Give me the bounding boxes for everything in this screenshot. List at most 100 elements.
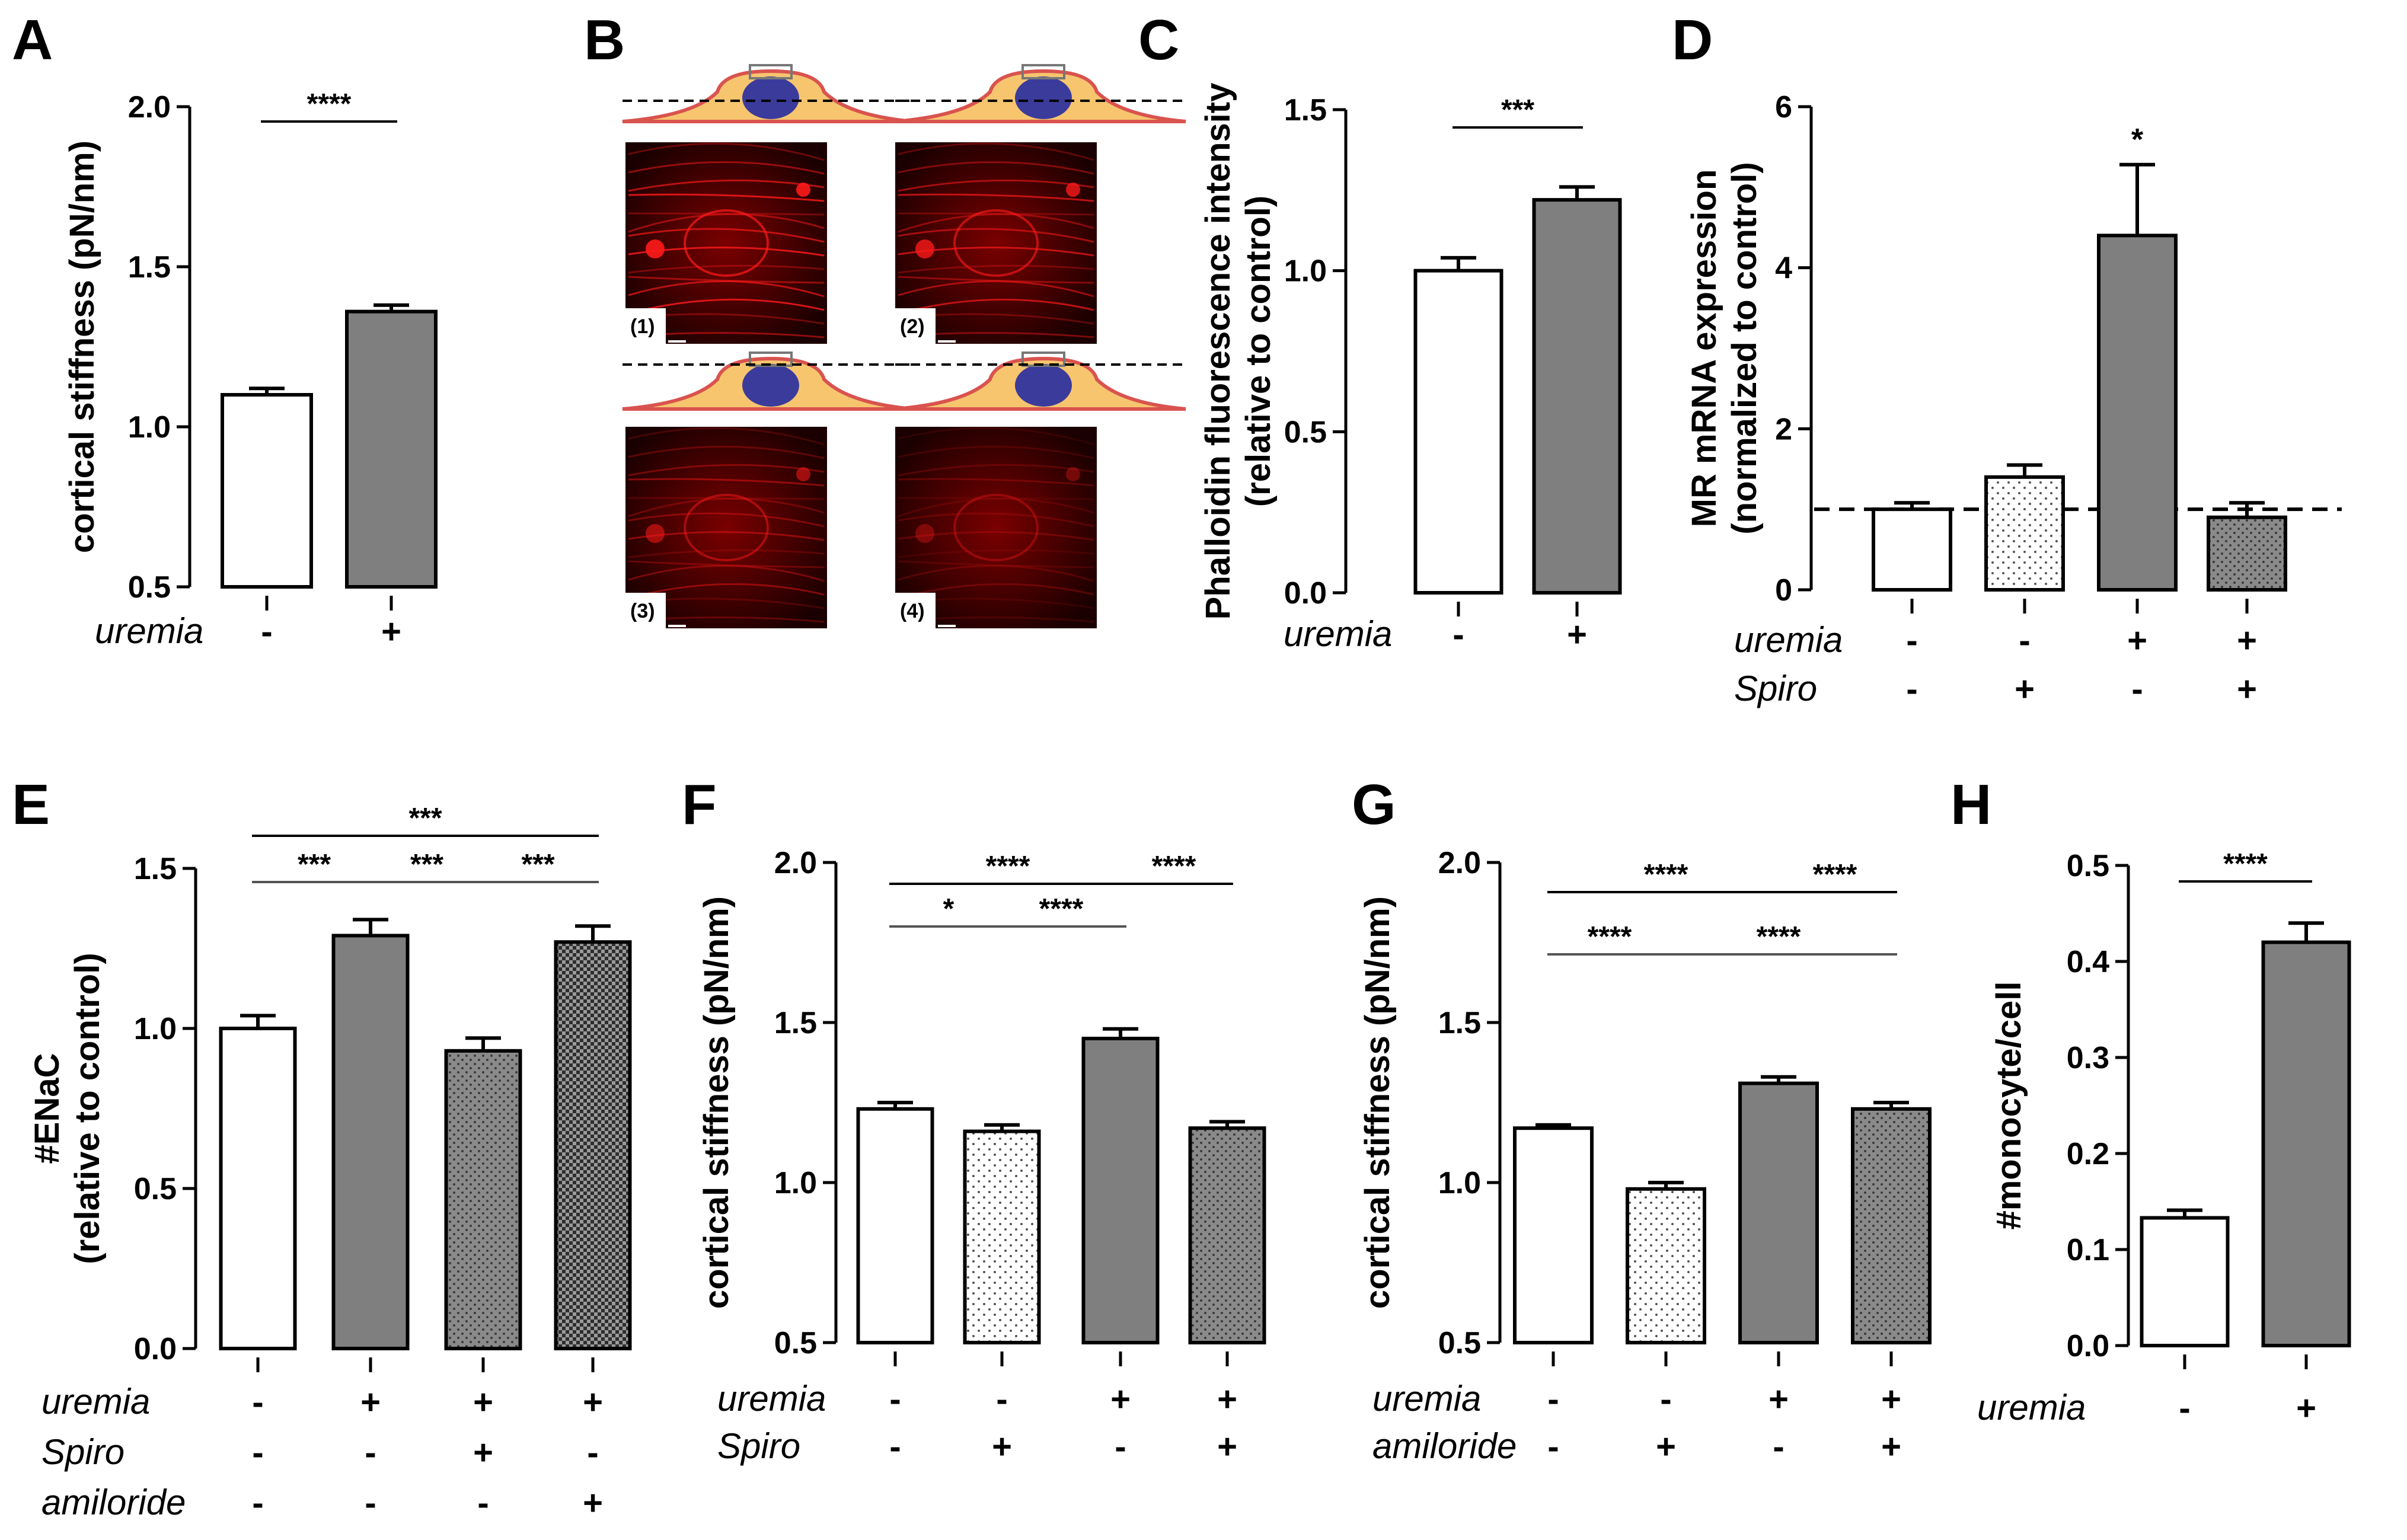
bar: [1872, 501, 1952, 592]
significance-label: ****: [1813, 859, 1857, 890]
y-tick-label: 0.5: [1438, 1326, 1481, 1360]
image-label: (2): [900, 315, 925, 338]
panel-letter: A: [12, 8, 53, 72]
actin-fiber: [628, 280, 825, 298]
y-tick-label: 1.5: [134, 852, 177, 886]
bar: [219, 1014, 297, 1350]
significance-bracket: *: [889, 893, 1008, 928]
condition-mark: -: [1452, 615, 1464, 654]
y-tick-label: 1.0: [134, 1012, 177, 1046]
bar: [2261, 921, 2351, 1347]
nucleus: [742, 364, 799, 407]
y-tick-label: 0.4: [2067, 945, 2109, 979]
bar-rect: [1532, 198, 1622, 595]
bar-rect: [2097, 234, 2178, 592]
significance-label: ****: [986, 851, 1030, 882]
y-axis-label: cortical stiffness (pN/nm): [63, 140, 101, 553]
bar: [444, 1036, 522, 1351]
y-tick-label: 0.5: [1284, 415, 1327, 449]
micrograph: (1): [625, 142, 827, 344]
actin-fiber: [628, 512, 825, 528]
panel-letter: H: [1950, 773, 1991, 836]
condition-mark: -: [365, 1484, 376, 1522]
image-label: (4): [900, 600, 925, 622]
actin-fiber: [628, 497, 825, 500]
bar: [856, 1101, 934, 1345]
actin-fiber: [628, 497, 825, 517]
condition-mark: +: [473, 1383, 493, 1421]
panel-letter: C: [1138, 8, 1179, 72]
actin-fiber: [628, 142, 825, 161]
y-tick-label: 2.0: [128, 90, 171, 124]
bright-spot: [915, 524, 934, 543]
bar: [1513, 1123, 1594, 1344]
micrograph: (4): [895, 427, 1097, 628]
nucleus-outline: [953, 209, 1039, 277]
condition-mark: -: [1115, 1427, 1126, 1466]
significance-label: ***: [408, 803, 442, 834]
y-tick-label: 0.0: [1284, 576, 1327, 611]
y-axis-label-line: Phalloidin fluorescence intensity: [1199, 83, 1237, 620]
condition-label: uremia: [1977, 1388, 2086, 1427]
bright-spot: [915, 239, 934, 258]
bar: *: [2097, 123, 2178, 592]
cell-schematic: [622, 352, 914, 411]
y-tick-label: 0.5: [128, 570, 171, 605]
y-axis-label: MR mRNA expression (normalized to control…: [1685, 162, 1764, 534]
actin-fiber: [898, 179, 1094, 192]
actin-fiber: [628, 179, 825, 192]
bar: [1851, 1101, 1932, 1345]
condition-mark: +: [2127, 621, 2147, 660]
bar: [221, 386, 313, 589]
actin-fiber: [898, 264, 1094, 274]
bar: [963, 1123, 1041, 1344]
condition-label: amiloride: [1372, 1426, 1517, 1466]
condition-label: Spiro: [42, 1432, 124, 1472]
significance-label: *: [943, 893, 954, 925]
y-tick-label: 0.0: [2067, 1329, 2109, 1363]
panel-letter: F: [682, 773, 717, 836]
significance-bracket: ****: [1547, 921, 1672, 956]
actin-fiber: [898, 531, 1094, 541]
y-tick-label: 0.3: [2067, 1041, 2109, 1075]
y-tick-label: 1.5: [1438, 1006, 1481, 1040]
significance-bracket: ***: [477, 849, 599, 883]
significance-bracket: ****: [261, 88, 397, 123]
condition-label: uremia: [95, 611, 203, 651]
bar: [1081, 1027, 1160, 1344]
bar: [1738, 1075, 1819, 1344]
y-axis-label-line: (relative to control): [1239, 196, 1278, 507]
y-tick-label: 1.0: [1284, 254, 1327, 289]
cell-schematic: [895, 64, 1186, 123]
significance-bracket: ***: [252, 803, 599, 837]
bright-spot: [646, 524, 665, 543]
bar-rect: [1626, 1187, 1706, 1345]
nucleus-outline: [684, 209, 769, 277]
condition-mark: -: [1906, 670, 1917, 708]
y-axis-label: #monocyte/cell: [1990, 981, 2028, 1229]
condition-mark: -: [261, 612, 272, 651]
y-tick-label: 2: [1775, 412, 1792, 446]
significance-label: ****: [1152, 851, 1196, 882]
y-tick-label: 0: [1775, 573, 1792, 608]
significance-bracket: ****: [1660, 921, 1897, 956]
condition-mark: -: [587, 1433, 598, 1472]
bar-rect: [219, 1027, 297, 1350]
actin-fiber: [628, 549, 825, 558]
condition-mark: +: [2237, 670, 2257, 708]
significance-bracket: ***: [365, 849, 489, 883]
bar: [345, 303, 438, 589]
nucleus: [1015, 76, 1072, 119]
significance-label: ****: [2223, 848, 2268, 880]
bar-rect: [221, 393, 313, 589]
condition-mark: +: [381, 612, 401, 651]
condition-mark: +: [2237, 621, 2257, 660]
actin-fiber: [898, 565, 1094, 582]
bright-spot: [646, 239, 665, 258]
y-tick-label: 6: [1775, 90, 1792, 124]
actin-fiber: [898, 464, 1094, 477]
significance-bracket: ****: [1547, 859, 1784, 893]
y-tick-label: 2.0: [774, 846, 817, 880]
actin-fiber: [628, 298, 825, 315]
